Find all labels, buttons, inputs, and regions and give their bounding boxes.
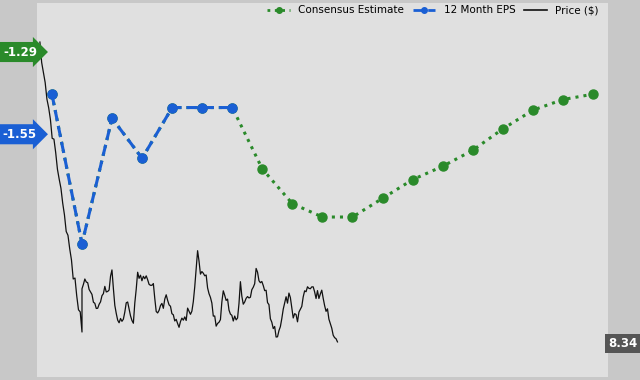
Text: -1.55: -1.55 — [3, 128, 37, 141]
Legend: Consensus Estimate, 12 Month EPS, Price ($): Consensus Estimate, 12 Month EPS, Price … — [263, 1, 603, 19]
Text: -1.29: -1.29 — [3, 46, 37, 59]
Text: 8.34: 8.34 — [608, 337, 637, 350]
